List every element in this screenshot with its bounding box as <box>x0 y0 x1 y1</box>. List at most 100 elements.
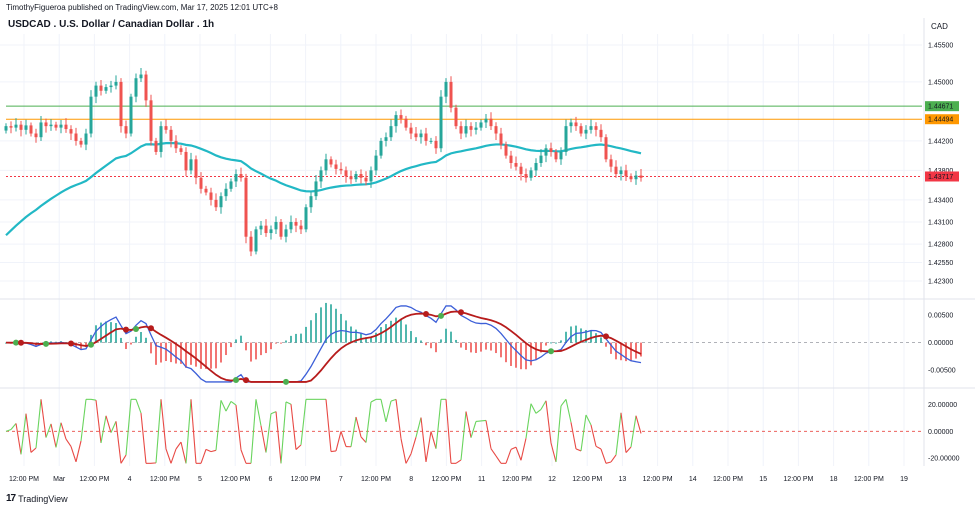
osc-segment <box>105 415 112 433</box>
currency-label: CAD <box>931 22 948 31</box>
time-tick-label: 18 <box>830 476 838 483</box>
macd-histogram-bar <box>485 342 487 350</box>
time-tick-label: 15 <box>759 476 767 483</box>
candle-body <box>149 100 153 141</box>
time-tick-label: 12:00 PM <box>643 476 673 483</box>
macd-histogram-bar <box>95 325 97 343</box>
macd-histogram-bar <box>255 342 257 360</box>
time-tick-label: 11 <box>478 476 485 483</box>
macd-histogram-bar <box>585 329 587 343</box>
candle-body <box>159 126 163 152</box>
candle-body <box>104 87 108 91</box>
osc-segment <box>215 400 222 451</box>
osc-segment <box>445 399 452 464</box>
macd-histogram-bar <box>550 342 552 344</box>
macd-histogram-bar <box>230 342 232 348</box>
candle-body <box>369 170 373 182</box>
candles <box>4 68 643 257</box>
candle-body <box>534 163 538 171</box>
time-axis[interactable]: 12:00 PM Mar 12:00 PM 4 12:00 PM 5 12:00 PM 6 12… <box>9 476 908 483</box>
macd-histogram-bar <box>325 302 327 343</box>
candle-body <box>434 140 438 149</box>
macd-histogram-bar <box>565 331 567 343</box>
macd-histogram-bar <box>610 342 612 354</box>
osc-tick-label: 0.00000 <box>928 429 953 436</box>
candle-body <box>54 124 58 128</box>
osc-segment <box>220 400 227 412</box>
time-tick-label: 12:00 PM <box>361 476 391 483</box>
candle-body <box>4 126 8 131</box>
osc-segment <box>225 401 232 412</box>
macd-histogram-bar <box>545 342 547 346</box>
macd-histogram-bar <box>100 322 102 343</box>
macd-histogram-bar <box>205 342 207 369</box>
candle-body <box>139 74 143 79</box>
macd-histogram-bar <box>175 342 177 364</box>
osc-segment <box>40 399 47 438</box>
osc-segment <box>235 405 242 450</box>
macd-histogram-bar <box>270 342 272 350</box>
osc-segment <box>570 422 577 449</box>
osc-segment <box>545 400 552 444</box>
macd-histogram-bar <box>460 342 462 348</box>
macd-pane <box>5 302 922 385</box>
macd-histogram-bar <box>245 342 247 351</box>
osc-segment <box>170 448 177 464</box>
osc-segment <box>395 399 402 439</box>
candle-body <box>464 126 468 134</box>
candle-body <box>459 126 463 134</box>
candle-body <box>284 229 288 237</box>
candle-body <box>169 129 173 141</box>
osc-segment <box>605 461 612 464</box>
macd-histogram-bar <box>150 342 152 354</box>
osc-segment <box>620 412 627 453</box>
macd-histogram-bar <box>480 342 482 352</box>
macd-histogram-bar <box>465 342 467 350</box>
time-tick-label: 6 <box>268 476 272 483</box>
osc-segment <box>615 412 622 456</box>
candle-body <box>454 107 458 127</box>
candle-body <box>44 122 48 127</box>
macd-tick-label: 0.00500 <box>928 313 953 320</box>
osc-segment <box>110 421 117 433</box>
osc-segment <box>530 403 537 414</box>
price-axis[interactable]: 1.45500 1.45000 1.44200 1.43800 1.43400 1.431… <box>925 43 960 463</box>
osc-segment <box>340 431 347 447</box>
candle-body <box>299 225 303 230</box>
macd-cross-dot <box>438 312 444 319</box>
macd-histogram-bar <box>450 331 452 343</box>
candle-body <box>174 140 178 149</box>
macd-cross-dot <box>458 309 464 316</box>
price-tick-label: 1.42300 <box>928 278 953 285</box>
ma-line <box>5 141 642 237</box>
macd-histogram-bar <box>590 330 592 343</box>
osc-segment <box>100 415 107 444</box>
osc-segment <box>590 424 597 447</box>
macd-cross-dot <box>283 378 289 385</box>
candle-body <box>479 122 483 128</box>
osc-segment <box>135 399 142 414</box>
macd-cross-dot <box>68 340 74 347</box>
candle-body <box>529 170 533 178</box>
osc-segment <box>535 408 542 414</box>
osc-segment <box>15 423 22 455</box>
macd-cross-dot <box>123 326 129 333</box>
candle-body <box>564 126 568 152</box>
candle-body <box>344 170 348 177</box>
osc-segment <box>430 431 437 449</box>
candle-body <box>279 221 283 237</box>
candle-body <box>19 124 23 130</box>
osc-segment <box>125 399 132 456</box>
candle-body <box>579 126 583 134</box>
candle-body <box>339 168 343 171</box>
macd-histogram-bar <box>375 332 377 343</box>
macd-histogram-bar <box>310 320 312 343</box>
oscillator-pane <box>5 398 922 464</box>
osc-segment <box>370 398 377 403</box>
osc-segment <box>155 399 162 463</box>
candle-body <box>639 175 643 178</box>
macd-histogram-bar <box>120 337 122 343</box>
macd-histogram-bar <box>385 324 387 343</box>
price-tick-label: 1.45000 <box>928 79 953 86</box>
